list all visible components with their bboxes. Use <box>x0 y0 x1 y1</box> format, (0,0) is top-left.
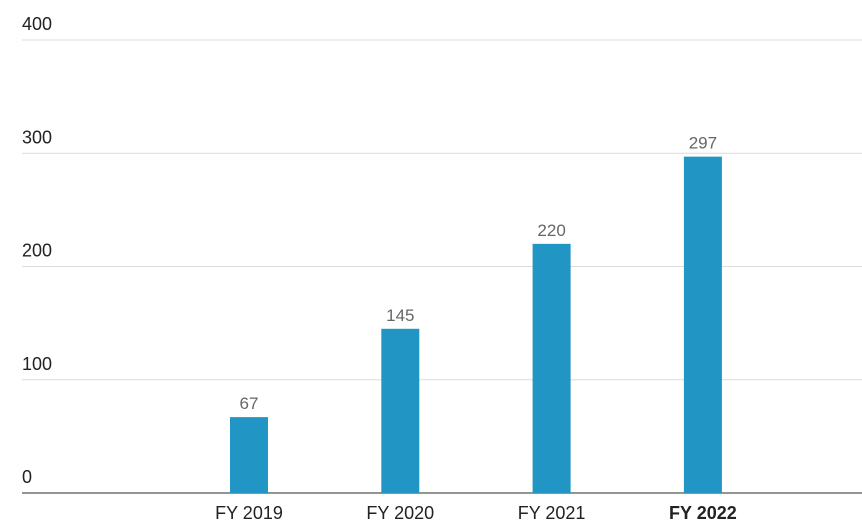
x-tick-label: FY 2022 <box>669 503 737 523</box>
y-tick-label: 100 <box>22 354 52 374</box>
data-label: 297 <box>689 134 717 153</box>
bar <box>532 243 571 493</box>
y-tick-label: 200 <box>22 241 52 261</box>
bar <box>381 328 420 493</box>
x-tick-label: FY 2021 <box>518 503 586 523</box>
x-tick-label: FY 2020 <box>366 503 434 523</box>
y-tick-label: 400 <box>22 14 52 34</box>
x-tick-label: FY 2019 <box>215 503 283 523</box>
y-tick-label: 300 <box>22 127 52 147</box>
bar <box>683 156 722 493</box>
y-tick-label: 0 <box>22 467 32 487</box>
data-label: 67 <box>240 394 259 413</box>
bar <box>230 417 268 493</box>
data-label: 145 <box>386 306 414 325</box>
data-label: 220 <box>537 221 565 240</box>
